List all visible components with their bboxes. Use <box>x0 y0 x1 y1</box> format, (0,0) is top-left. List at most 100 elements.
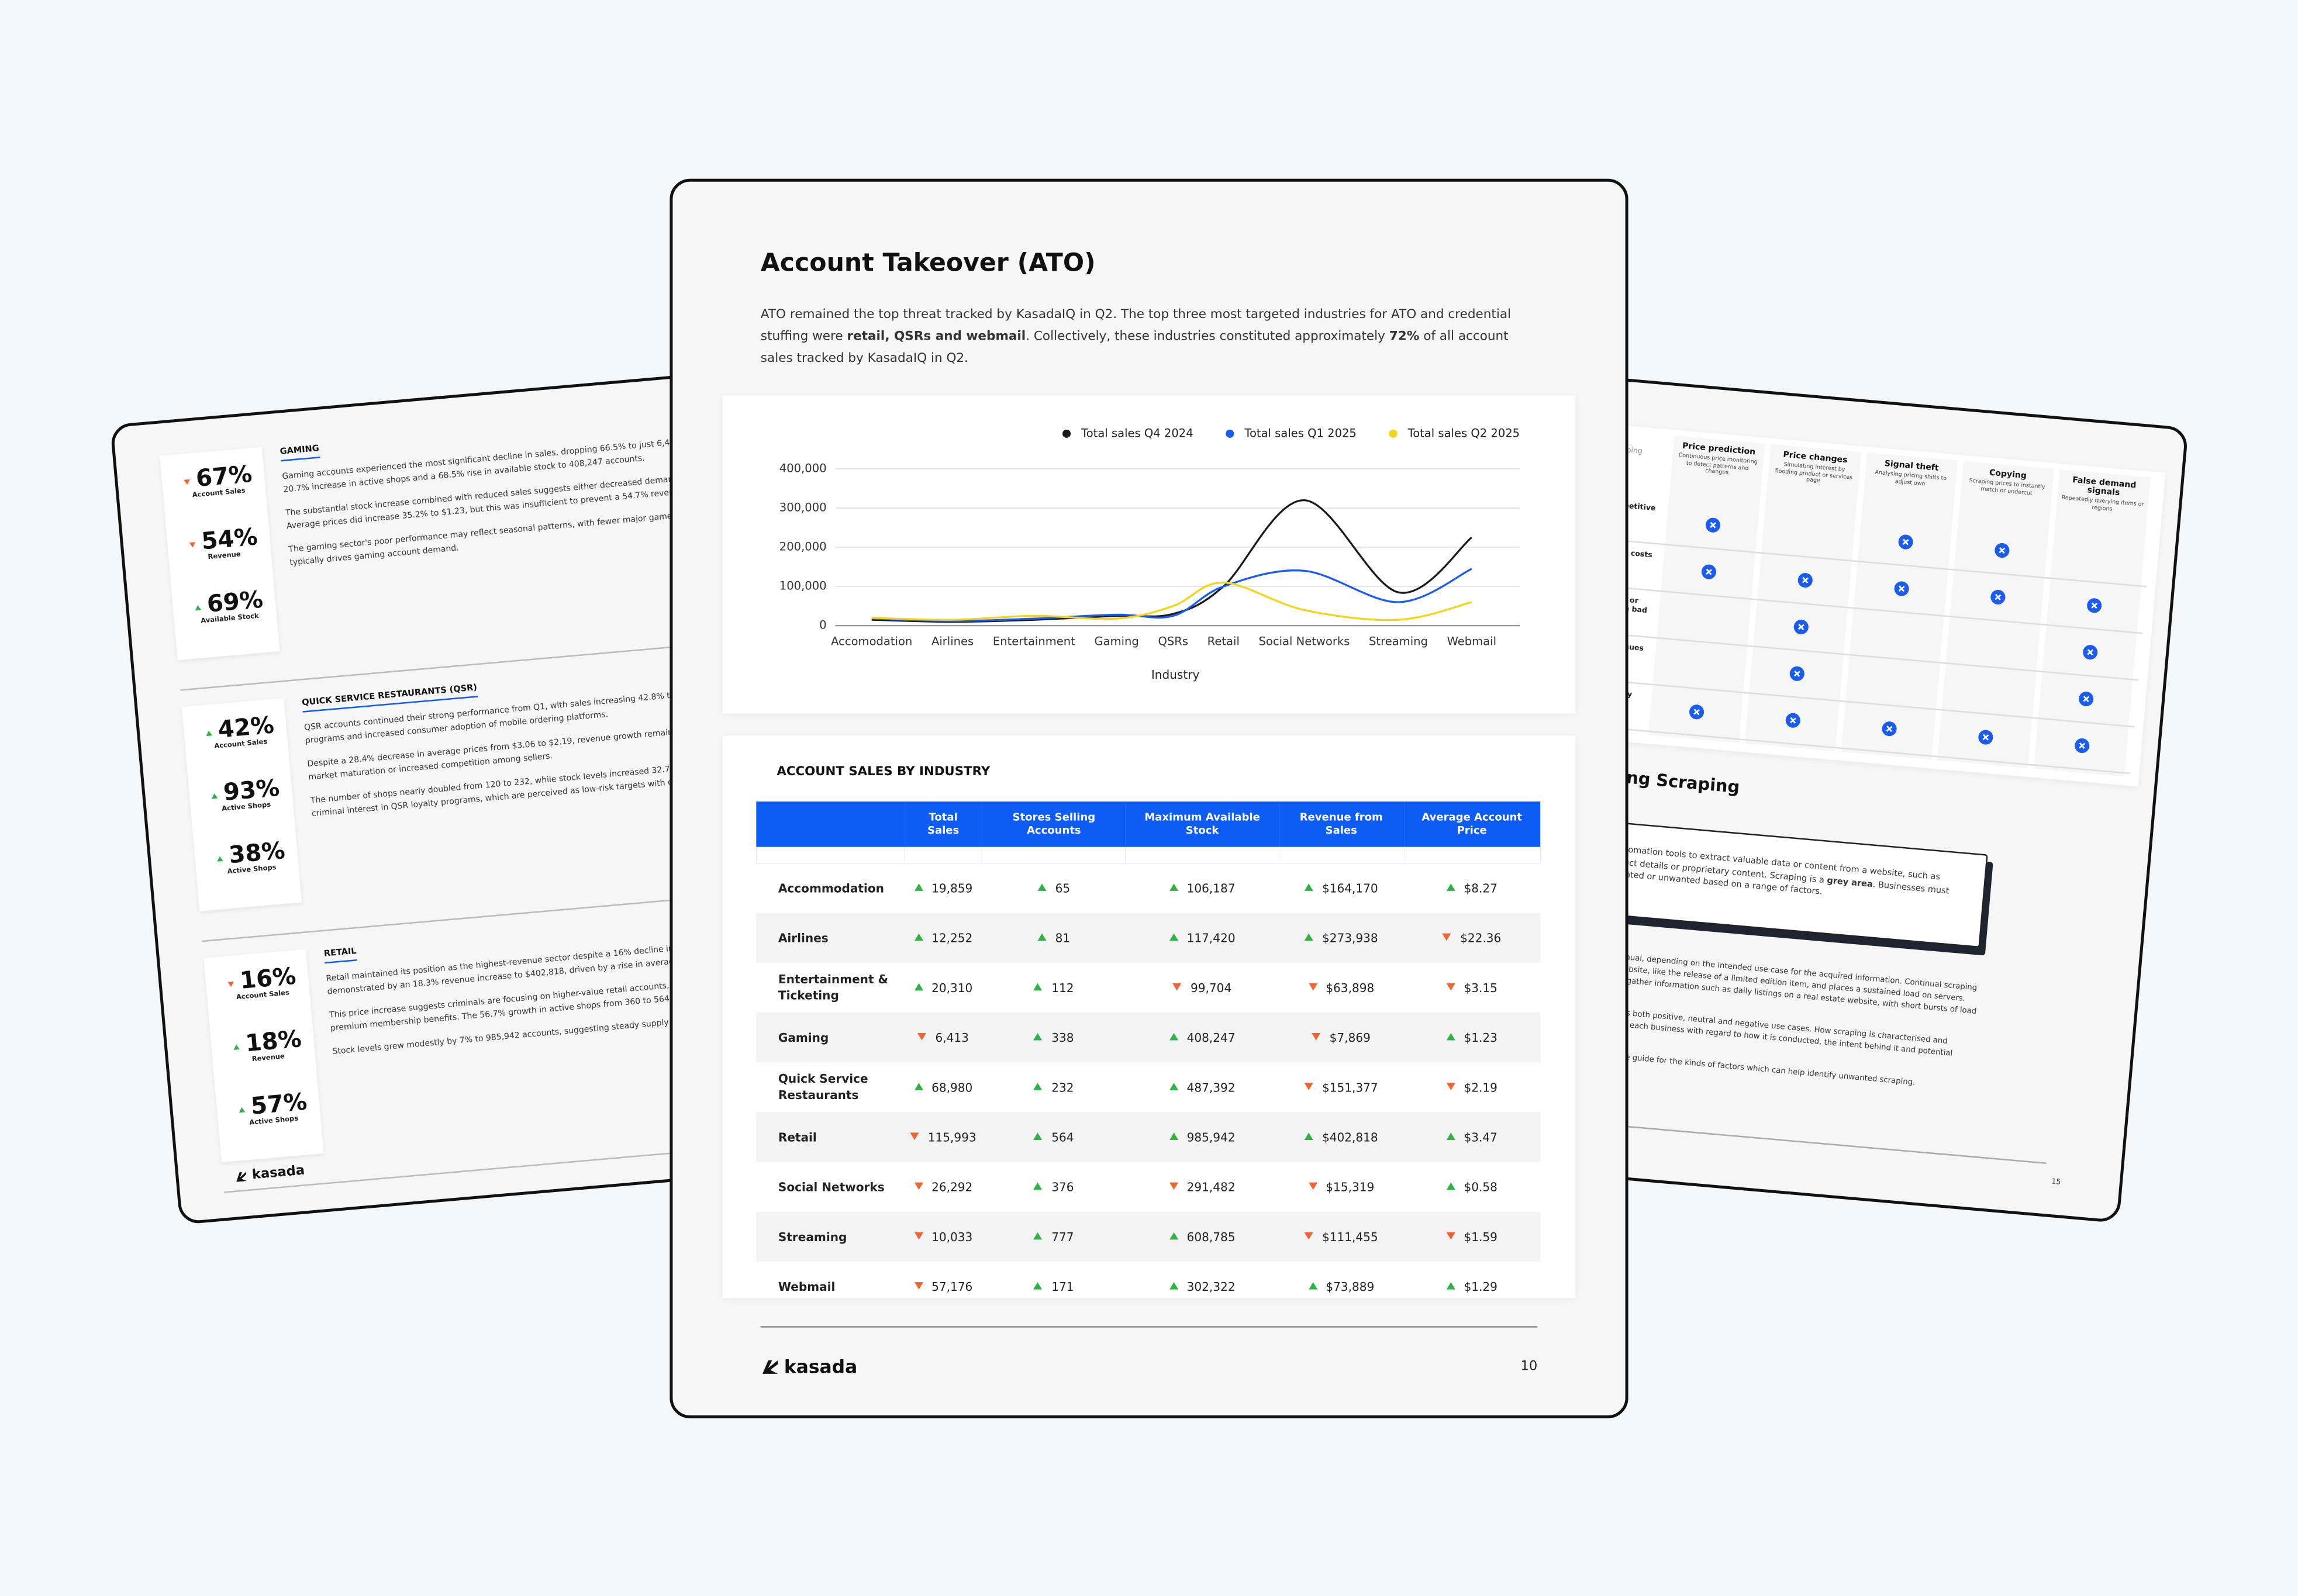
trend-arrow <box>206 730 213 736</box>
trend-arrow <box>1446 1231 1455 1239</box>
matrix-mark <box>1994 542 2009 557</box>
trend-arrow <box>1169 1082 1178 1090</box>
y-tick-label: 400,000 <box>779 462 827 475</box>
x-tick-label: Airlines <box>931 634 974 648</box>
cell: 10,033 <box>904 1211 982 1262</box>
x-axis-label: Industry <box>1151 668 1200 682</box>
matrix-mark <box>2078 690 2093 706</box>
matrix-column-bg <box>1648 436 1765 743</box>
row-label: Streaming <box>756 1211 905 1262</box>
mark-cross <box>1704 568 1712 575</box>
bold-text: retail, QSRs and webmail <box>847 329 1026 344</box>
stat-value: 57% <box>250 1087 308 1120</box>
table-row: Social Networks 26,292 376 291,482 $15,319 $0… <box>756 1162 1540 1212</box>
matrix-mark <box>1688 703 1703 719</box>
trend-arrow <box>1169 1132 1178 1139</box>
legend-label: Total sales Q1 2025 <box>1244 426 1357 440</box>
logo: kasada <box>234 1164 305 1184</box>
trend-arrow <box>1304 883 1313 890</box>
cell: $273,938 <box>1279 913 1404 963</box>
trend-arrow <box>1034 1082 1043 1090</box>
table-row: Webmail 57,176 171 302,322 $73,889 $1.29 <box>756 1262 1540 1311</box>
trend-arrow <box>914 1182 923 1189</box>
trend-arrow <box>184 479 191 485</box>
cell-value: 408,247 <box>1186 1031 1236 1044</box>
cell-value: 171 <box>1051 1280 1074 1293</box>
trend-arrow <box>1169 1032 1178 1040</box>
cell-value: 608,785 <box>1186 1230 1236 1243</box>
mark-cross <box>2082 695 2089 702</box>
row-label: Webmail <box>778 1280 836 1293</box>
text: of all account sales tracked by KasadaIQ… <box>760 329 1509 367</box>
matrix-mark <box>2074 737 2089 752</box>
cell-value: 777 <box>1051 1230 1074 1243</box>
cell: $402,818 <box>1279 1112 1404 1162</box>
matrix-column-bg <box>2034 469 2151 777</box>
matrix-mark <box>2082 644 2097 659</box>
table-card: ACCOUNT SALES BY INDUSTRY Total Sales Sto… <box>722 735 1576 1298</box>
cell-value: 106,187 <box>1186 881 1236 895</box>
matrix-mark <box>1704 517 1720 532</box>
cell: $2.19 <box>1403 1062 1540 1112</box>
cell-value: 291,482 <box>1186 1180 1236 1194</box>
row-label: Gaming <box>756 1012 905 1063</box>
mark-cross <box>2090 601 2097 608</box>
logo-text: kasada <box>251 1164 306 1183</box>
cell-value: $3.47 <box>1464 1130 1498 1144</box>
cell-value: 19,859 <box>931 881 973 895</box>
trend-arrow <box>910 1132 919 1139</box>
x-tick-label: Gaming <box>1094 634 1138 648</box>
trend-arrow <box>1034 1132 1043 1139</box>
table-row: Retail 115,993 564 985,942 $402,818 $3.47 <box>756 1112 1541 1162</box>
stat-value: 69% <box>205 585 264 618</box>
trend-arrow <box>1034 982 1043 990</box>
x-tick-label: Accomodation <box>831 634 912 648</box>
cell: 57,176 <box>904 1262 982 1311</box>
mark-cross <box>1709 521 1716 528</box>
cell: 985,942 <box>1125 1112 1279 1162</box>
chart-card: Industry 0 100,000 200,000 300,000 400,000 Ac… <box>722 395 1576 714</box>
x-tick-label: Streaming <box>1369 634 1428 648</box>
stat: 16% Account Sales <box>216 961 307 1004</box>
cell: 117,420 <box>1125 913 1279 963</box>
trend-arrow <box>1446 982 1455 990</box>
cell: 376 <box>982 1162 1126 1212</box>
cell-value: 81 <box>1055 931 1071 945</box>
row-label: Social Networks <box>778 1180 885 1194</box>
left-page: kasada 67% Account Sales 54% Revenue 69% Avai… <box>109 353 998 1225</box>
stat: 69% Available Stock <box>184 585 274 627</box>
stat-value: 16% <box>239 962 298 995</box>
cell: $1.59 <box>1403 1211 1541 1262</box>
matrix-mark <box>1897 534 1913 549</box>
trend-arrow <box>1304 932 1313 940</box>
stat-value: 18% <box>244 1024 303 1058</box>
cell: $151,377 <box>1279 1062 1403 1112</box>
text: . Collectively, these industries constit… <box>1026 329 1389 344</box>
matrix-mark <box>1785 712 1800 727</box>
cell: 171 <box>982 1262 1126 1311</box>
cell-value: 564 <box>1051 1130 1074 1144</box>
cell-value: $73,889 <box>1326 1280 1375 1293</box>
cell-value: $1.59 <box>1464 1230 1498 1243</box>
footer-line <box>760 1326 1538 1328</box>
table-row: Entertainment & Ticketing 20,310 112 99,704… <box>756 963 1540 1013</box>
matrix-mark <box>1793 619 1808 634</box>
stat-value: 54% <box>200 522 259 555</box>
table-row: Gaming 6,413 338 408,247 $7,869 $1.23 <box>756 1012 1541 1063</box>
stat: 93% Active Shops <box>200 773 291 816</box>
trend-arrow <box>239 1107 246 1113</box>
table-row: Quick Service Restaurants 68,980 232 487,39… <box>756 1062 1540 1112</box>
page-number: 15 <box>2051 1177 2061 1187</box>
series-line <box>871 499 1472 623</box>
legend-marker <box>1226 429 1234 438</box>
cell-value: $63,898 <box>1326 981 1375 994</box>
cell: $73,889 <box>1279 1262 1403 1311</box>
trend-arrow <box>1034 1281 1043 1289</box>
series-line <box>871 568 1472 622</box>
cell-value: $22.36 <box>1460 931 1502 945</box>
trend-arrow <box>914 932 923 940</box>
trend-arrow <box>1034 1032 1043 1040</box>
trend-arrow <box>1037 883 1047 890</box>
text: ATO remained the top threat tracked by K… <box>760 308 1512 344</box>
